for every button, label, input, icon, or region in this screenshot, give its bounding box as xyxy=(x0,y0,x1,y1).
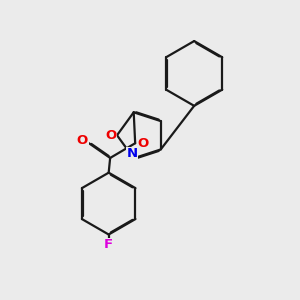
Text: O: O xyxy=(138,137,149,150)
Text: O: O xyxy=(77,134,88,147)
Text: O: O xyxy=(105,129,116,142)
Text: N: N xyxy=(127,147,138,160)
Text: F: F xyxy=(104,238,113,251)
